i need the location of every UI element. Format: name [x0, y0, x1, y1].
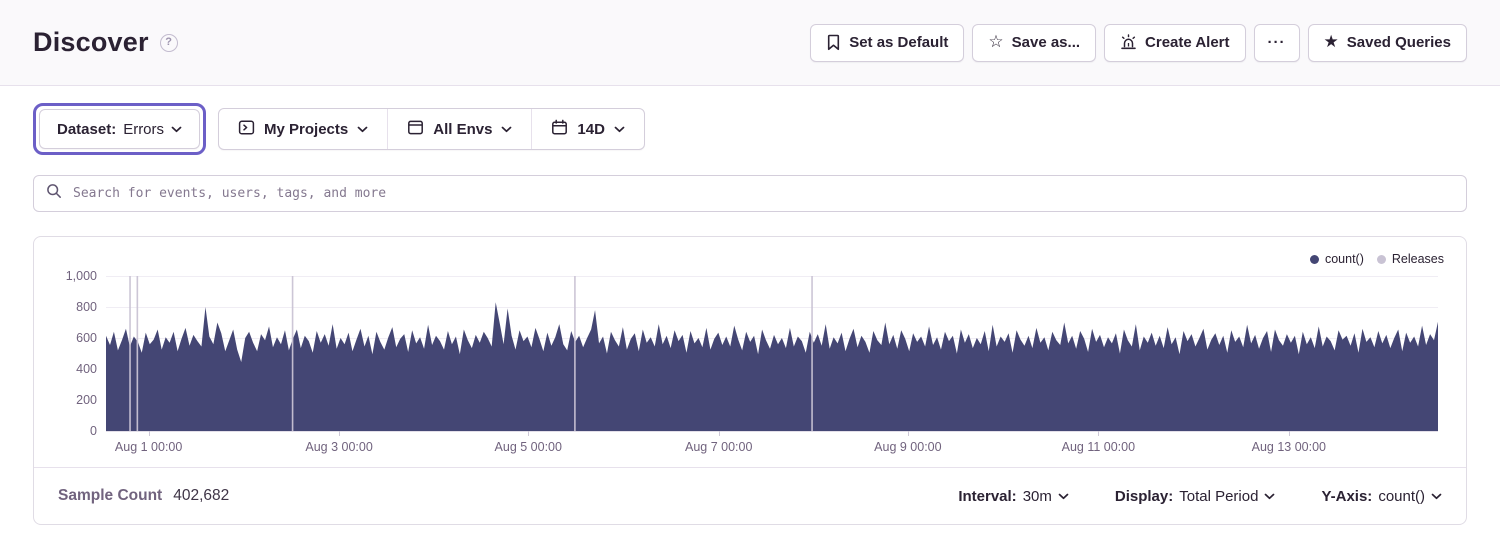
projects-dropdown[interactable]: My Projects — [219, 109, 387, 149]
date-range-dropdown[interactable]: 14D — [532, 109, 644, 149]
saved-queries-button[interactable]: ★ Saved Queries — [1307, 23, 1467, 62]
events-chart-panel: count() Releases 0 200 400 600 800 1,000 Aug … — [33, 236, 1467, 525]
calendar-icon — [551, 119, 568, 140]
siren-icon — [1120, 34, 1137, 51]
header-actions: Set as Default ☆ Save as... Create Alert… — [810, 23, 1467, 62]
legend-label-count: count() — [1324, 252, 1364, 266]
y-axis-tick-label: 400 — [76, 362, 97, 376]
page-title-group: Discover ? — [33, 27, 178, 58]
x-axis-tick — [907, 431, 909, 436]
bookmark-icon — [826, 34, 841, 51]
x-axis-tick — [339, 431, 341, 436]
chevron-down-icon — [1431, 493, 1442, 499]
save-as-button[interactable]: ☆ Save as... — [972, 23, 1097, 62]
y-axis-tick-label: 200 — [76, 393, 97, 407]
dataset-dropdown[interactable]: Dataset: Errors — [39, 109, 201, 149]
x-axis-tick-label: Aug 5 00:00 — [494, 440, 562, 454]
count-area-svg — [106, 276, 1438, 431]
yaxis-value: count() — [1378, 487, 1425, 505]
more-options-button[interactable]: ··· — [1253, 23, 1300, 62]
chart-section: count() Releases 0 200 400 600 800 1,000 Aug … — [34, 237, 1466, 463]
gridline — [106, 431, 1438, 432]
x-axis-tick — [718, 431, 720, 436]
dataset-label: Dataset: — [57, 120, 117, 138]
chart-footer: Sample Count 402,682 Interval: 30m Displ… — [34, 467, 1466, 524]
chart-plot-area[interactable]: 0 200 400 600 800 1,000 — [66, 269, 1438, 438]
projects-value: My Projects — [264, 120, 349, 138]
date-range-value: 14D — [577, 120, 605, 138]
display-dropdown[interactable]: Display: Total Period — [1115, 488, 1276, 505]
filter-divider — [531, 109, 533, 149]
chevron-down-icon — [171, 126, 182, 132]
y-axis-tick-label: 0 — [90, 424, 97, 438]
gridline — [106, 307, 1438, 308]
environments-value: All Envs — [433, 120, 493, 138]
legend-item-releases[interactable]: Releases — [1376, 252, 1444, 266]
legend-item-count[interactable]: count() — [1309, 252, 1364, 266]
x-axis-tick — [1098, 431, 1100, 436]
count-series-dot — [1309, 254, 1319, 264]
gridline — [106, 338, 1438, 339]
x-axis-tick — [148, 431, 150, 436]
chart-legend: count() Releases — [34, 250, 1466, 268]
chevron-down-icon — [357, 126, 368, 132]
sample-count-label: Sample Count — [58, 487, 163, 504]
display-value: Total Period — [1179, 487, 1259, 505]
help-icon[interactable]: ? — [159, 33, 178, 52]
x-axis-tick-label: Aug 11 00:00 — [1061, 440, 1136, 454]
releases-series-dot — [1376, 254, 1386, 264]
create-alert-button[interactable]: Create Alert — [1104, 23, 1246, 62]
yaxis-dropdown[interactable]: Y-Axis: count() — [1321, 488, 1442, 505]
search-row — [33, 175, 1467, 212]
page-header: Discover ? Set as Default ☆ Save as... — [0, 0, 1500, 86]
projects-icon — [238, 119, 255, 140]
star-icon: ★ — [1323, 32, 1339, 52]
chevron-down-icon — [1058, 493, 1069, 499]
chevron-down-icon — [614, 126, 625, 132]
interval-value: 30m — [1022, 487, 1052, 505]
x-axis-tick-label: Aug 13 00:00 — [1251, 440, 1326, 454]
x-axis-tick-label: Aug 9 00:00 — [874, 440, 942, 454]
x-axis-tick-label: Aug 7 00:00 — [685, 440, 753, 454]
x-axis-tick-label: Aug 3 00:00 — [305, 440, 373, 454]
search-input[interactable] — [71, 185, 1454, 202]
dataset-highlight-outline: Dataset: Errors — [33, 103, 207, 155]
chevron-down-icon — [502, 126, 512, 132]
gridline — [106, 276, 1438, 277]
window-icon — [407, 119, 424, 140]
x-axis: Aug 1 00:00 Aug 3 00:00 Aug 5 00:00 Aug 7 0… — [106, 431, 1438, 463]
filter-divider — [387, 109, 389, 149]
y-axis-tick-label: 800 — [76, 300, 97, 314]
x-axis-tick — [1288, 431, 1290, 436]
interval-dropdown[interactable]: Interval: 30m — [958, 488, 1069, 505]
x-axis-tick-label: Aug 1 00:00 — [114, 440, 183, 454]
filter-bar: Dataset: Errors My Projects All Envs 14D — [33, 103, 1467, 155]
chevron-down-icon — [1265, 493, 1275, 499]
star-outline-icon: ☆ — [988, 32, 1004, 52]
sample-count-value: 402,682 — [173, 487, 230, 504]
set-as-default-button[interactable]: Set as Default — [810, 23, 965, 62]
ellipsis-icon: ··· — [1267, 34, 1286, 51]
x-axis-tick — [528, 431, 530, 436]
page-title: Discover — [33, 27, 149, 57]
search-box[interactable] — [33, 175, 1467, 212]
dataset-value: Errors — [123, 120, 165, 138]
sample-count: Sample Count 402,682 — [58, 487, 229, 505]
page-filter-group: My Projects All Envs 14D — [218, 108, 645, 150]
y-axis-tick-label: 1,000 — [65, 269, 97, 283]
search-icon — [46, 183, 62, 204]
chart-controls: Interval: 30m Display: Total Period Y-Ax… — [958, 488, 1442, 505]
y-axis-tick-label: 600 — [76, 331, 97, 345]
environments-dropdown[interactable]: All Envs — [388, 109, 531, 149]
legend-label-releases: Releases — [1391, 252, 1444, 266]
